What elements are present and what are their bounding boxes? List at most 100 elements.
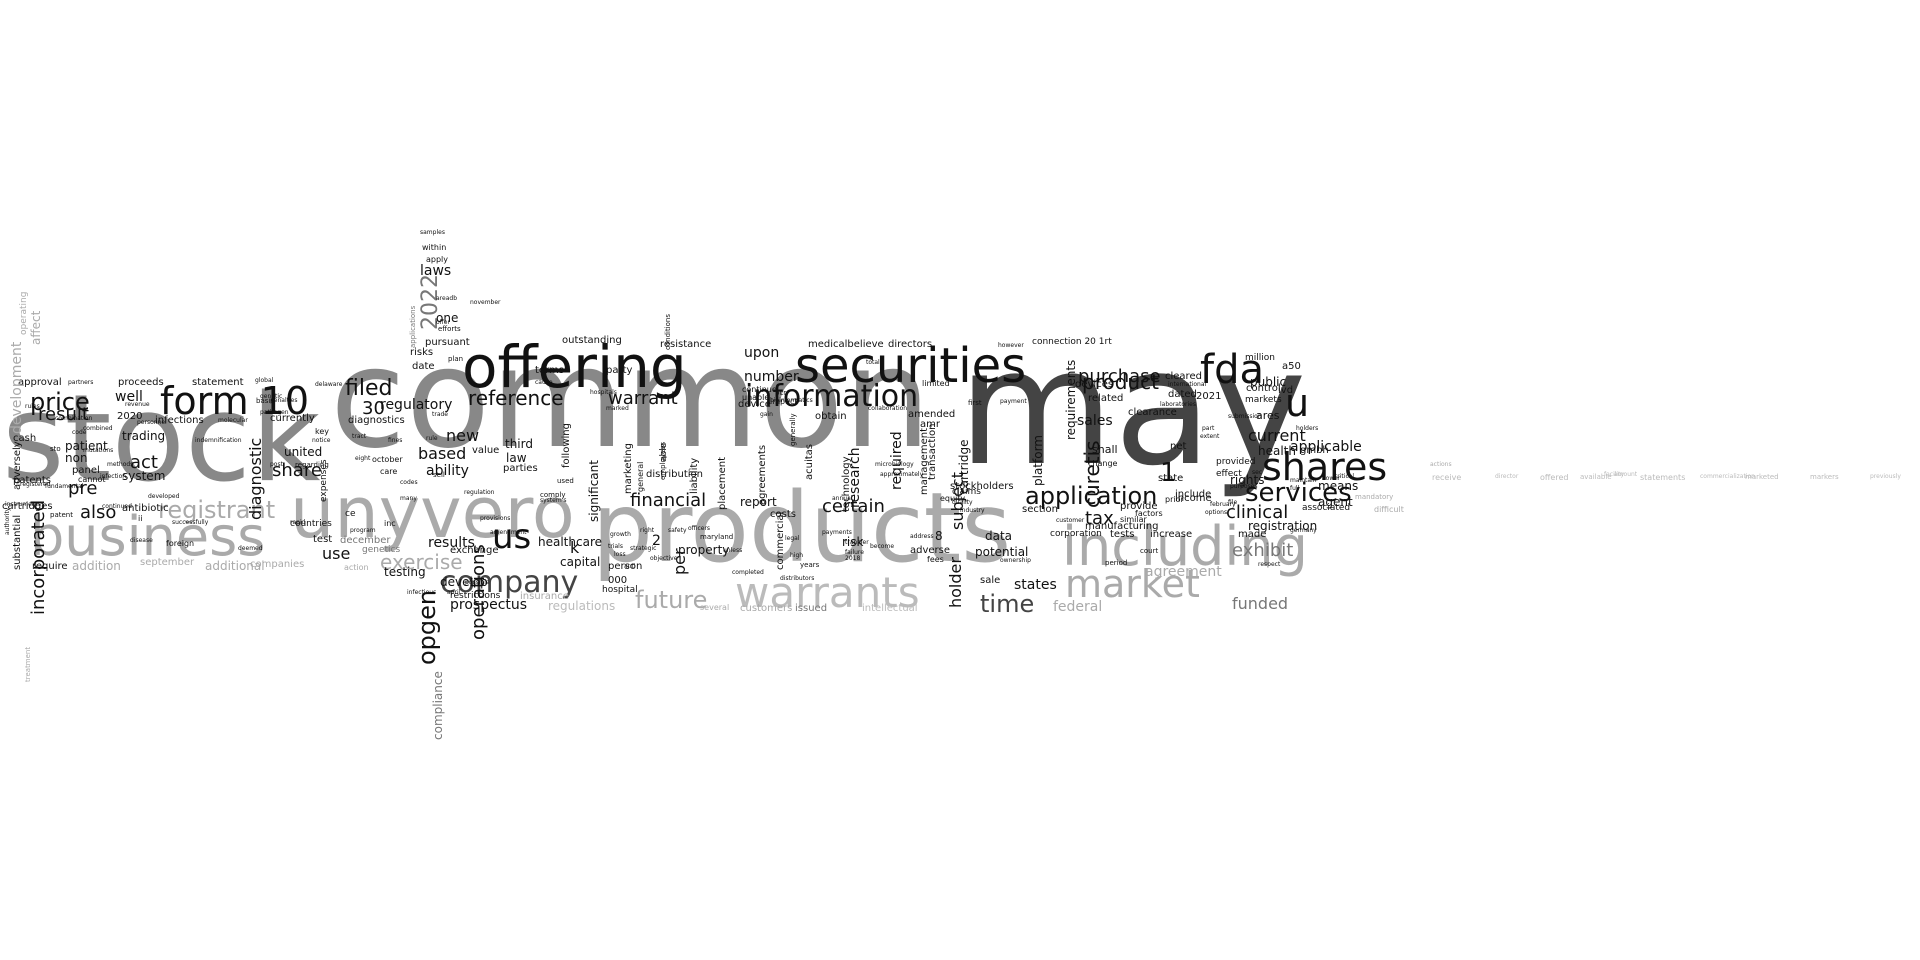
word-microbiology: microbiology xyxy=(875,461,914,468)
word-us: us xyxy=(492,517,532,557)
word-pathogen: pathogen xyxy=(260,409,289,416)
word-genetics: genetics xyxy=(362,545,401,555)
word-a50: a50 xyxy=(1282,361,1301,372)
word-eight: eight xyxy=(355,455,371,462)
word-directors: directors xyxy=(888,339,933,350)
word-law: law xyxy=(506,451,527,465)
word-panel: panel xyxy=(72,465,100,476)
word-stock: stock xyxy=(2,370,321,509)
word-difficult: difficult xyxy=(1374,505,1404,514)
word-collaboration: collaboration xyxy=(868,405,908,412)
word-registered: registered xyxy=(20,481,51,488)
word-states: states xyxy=(1014,577,1057,593)
word-genetic: genetic xyxy=(260,393,283,400)
word-capital: capital xyxy=(560,555,601,569)
word-successfully: successfully xyxy=(172,519,209,526)
word-adverse: adverse xyxy=(910,545,951,556)
word-safety: safety xyxy=(668,527,687,534)
word-effect: effect xyxy=(1216,469,1242,479)
word-agent: agent xyxy=(1318,495,1353,509)
word-ii: ii xyxy=(138,514,143,523)
word-federal: federal xyxy=(1053,599,1103,615)
word-february: february xyxy=(1210,501,1236,508)
word-clinical: clinical xyxy=(1226,502,1289,523)
word-notice: notice xyxy=(312,437,331,444)
word-transfer: transfer xyxy=(845,539,869,546)
word-regarding: regarding xyxy=(295,461,329,469)
word-registrant: registrant xyxy=(158,496,276,524)
word-regulation: regulation xyxy=(464,489,495,496)
word-many: many xyxy=(400,495,417,502)
word-sell: sell xyxy=(433,471,445,479)
word-compliance: compliance xyxy=(431,671,445,740)
word-deemed: deemed xyxy=(238,545,263,552)
word-address: address xyxy=(910,533,934,540)
word-change: change xyxy=(1088,459,1118,468)
word-transaction: transaction xyxy=(927,423,938,481)
word-ares: ares xyxy=(1256,409,1280,422)
word-financial: financial xyxy=(630,490,707,511)
word-risk: risk xyxy=(842,535,864,549)
word-exhibit: exhibit xyxy=(1232,540,1294,561)
word-key: key xyxy=(315,427,330,436)
word-total: total xyxy=(866,359,880,366)
word-risks: risks xyxy=(410,347,434,358)
word-options: options xyxy=(1205,509,1228,516)
word-operating: operating xyxy=(19,291,29,335)
word-claims: claims xyxy=(952,487,981,497)
word-medicalbelieve: medicalbelieve xyxy=(808,339,884,350)
word-pcr: pcr xyxy=(775,389,787,397)
word-high: high xyxy=(790,552,804,559)
word-amendment: amendment xyxy=(490,529,527,536)
word-markers: markers xyxy=(1810,473,1839,481)
word-state: state xyxy=(1158,473,1184,484)
word-court: court xyxy=(1140,547,1159,555)
word-corporation: corporation xyxy=(1050,529,1102,539)
word-offered: offered xyxy=(1540,473,1569,482)
word-requirements: requirements xyxy=(1064,359,1078,440)
word-cleared: cleared xyxy=(1165,371,1202,382)
word-continue: continue xyxy=(742,385,777,394)
word-able: able xyxy=(659,442,669,462)
word-opgen: opgen xyxy=(413,589,441,665)
word-amended: amended xyxy=(908,409,956,420)
word-system-s: system's xyxy=(540,497,567,504)
word-instruments: instruments xyxy=(5,501,42,508)
word-pursuant: pursuant xyxy=(425,337,470,348)
word-marked: marked xyxy=(606,405,629,412)
word-holders: holders xyxy=(1296,425,1319,432)
word-liability: liability xyxy=(689,457,700,494)
word-party: party xyxy=(606,365,633,376)
word-securities: securities xyxy=(795,338,1027,394)
word-company: company xyxy=(440,565,579,600)
word-k: k xyxy=(570,538,580,557)
word-insurance: insurance xyxy=(520,591,569,602)
word-distributors: distributors xyxy=(780,575,815,582)
word-2021: 2021 xyxy=(1196,391,1222,402)
word-application: application xyxy=(1025,482,1158,510)
word-platform: platform xyxy=(1031,435,1045,486)
word-additional: additional xyxy=(205,559,265,573)
word-become: become xyxy=(870,543,895,550)
word-first: first xyxy=(968,399,982,407)
word-previously: previously xyxy=(1870,473,1901,480)
word-plan: plan xyxy=(448,355,464,363)
word-diagnostic: diagnostic xyxy=(246,437,265,520)
word-facility: facility xyxy=(1604,471,1624,478)
word-rights: rights xyxy=(1230,473,1265,487)
word-gmbh: gmbh xyxy=(1300,445,1329,456)
word-intellectual: intellectual xyxy=(862,603,918,614)
word-connection-20-1rt: connection 20 1rt xyxy=(1032,337,1112,347)
word-quality: quality xyxy=(952,499,973,506)
word-public: public xyxy=(1250,375,1287,389)
word-annual: annual xyxy=(832,495,853,502)
word-september: september xyxy=(140,557,195,568)
word-result: result xyxy=(38,404,89,425)
word-codes: codes xyxy=(400,479,418,486)
word-within: within xyxy=(422,243,447,252)
word-u: u xyxy=(1285,381,1310,425)
word-technology: technology xyxy=(841,456,852,512)
word-failure: failure xyxy=(845,549,864,556)
word-terms: terms xyxy=(535,365,564,376)
word-manufacturing: manufacturing xyxy=(1085,521,1159,532)
